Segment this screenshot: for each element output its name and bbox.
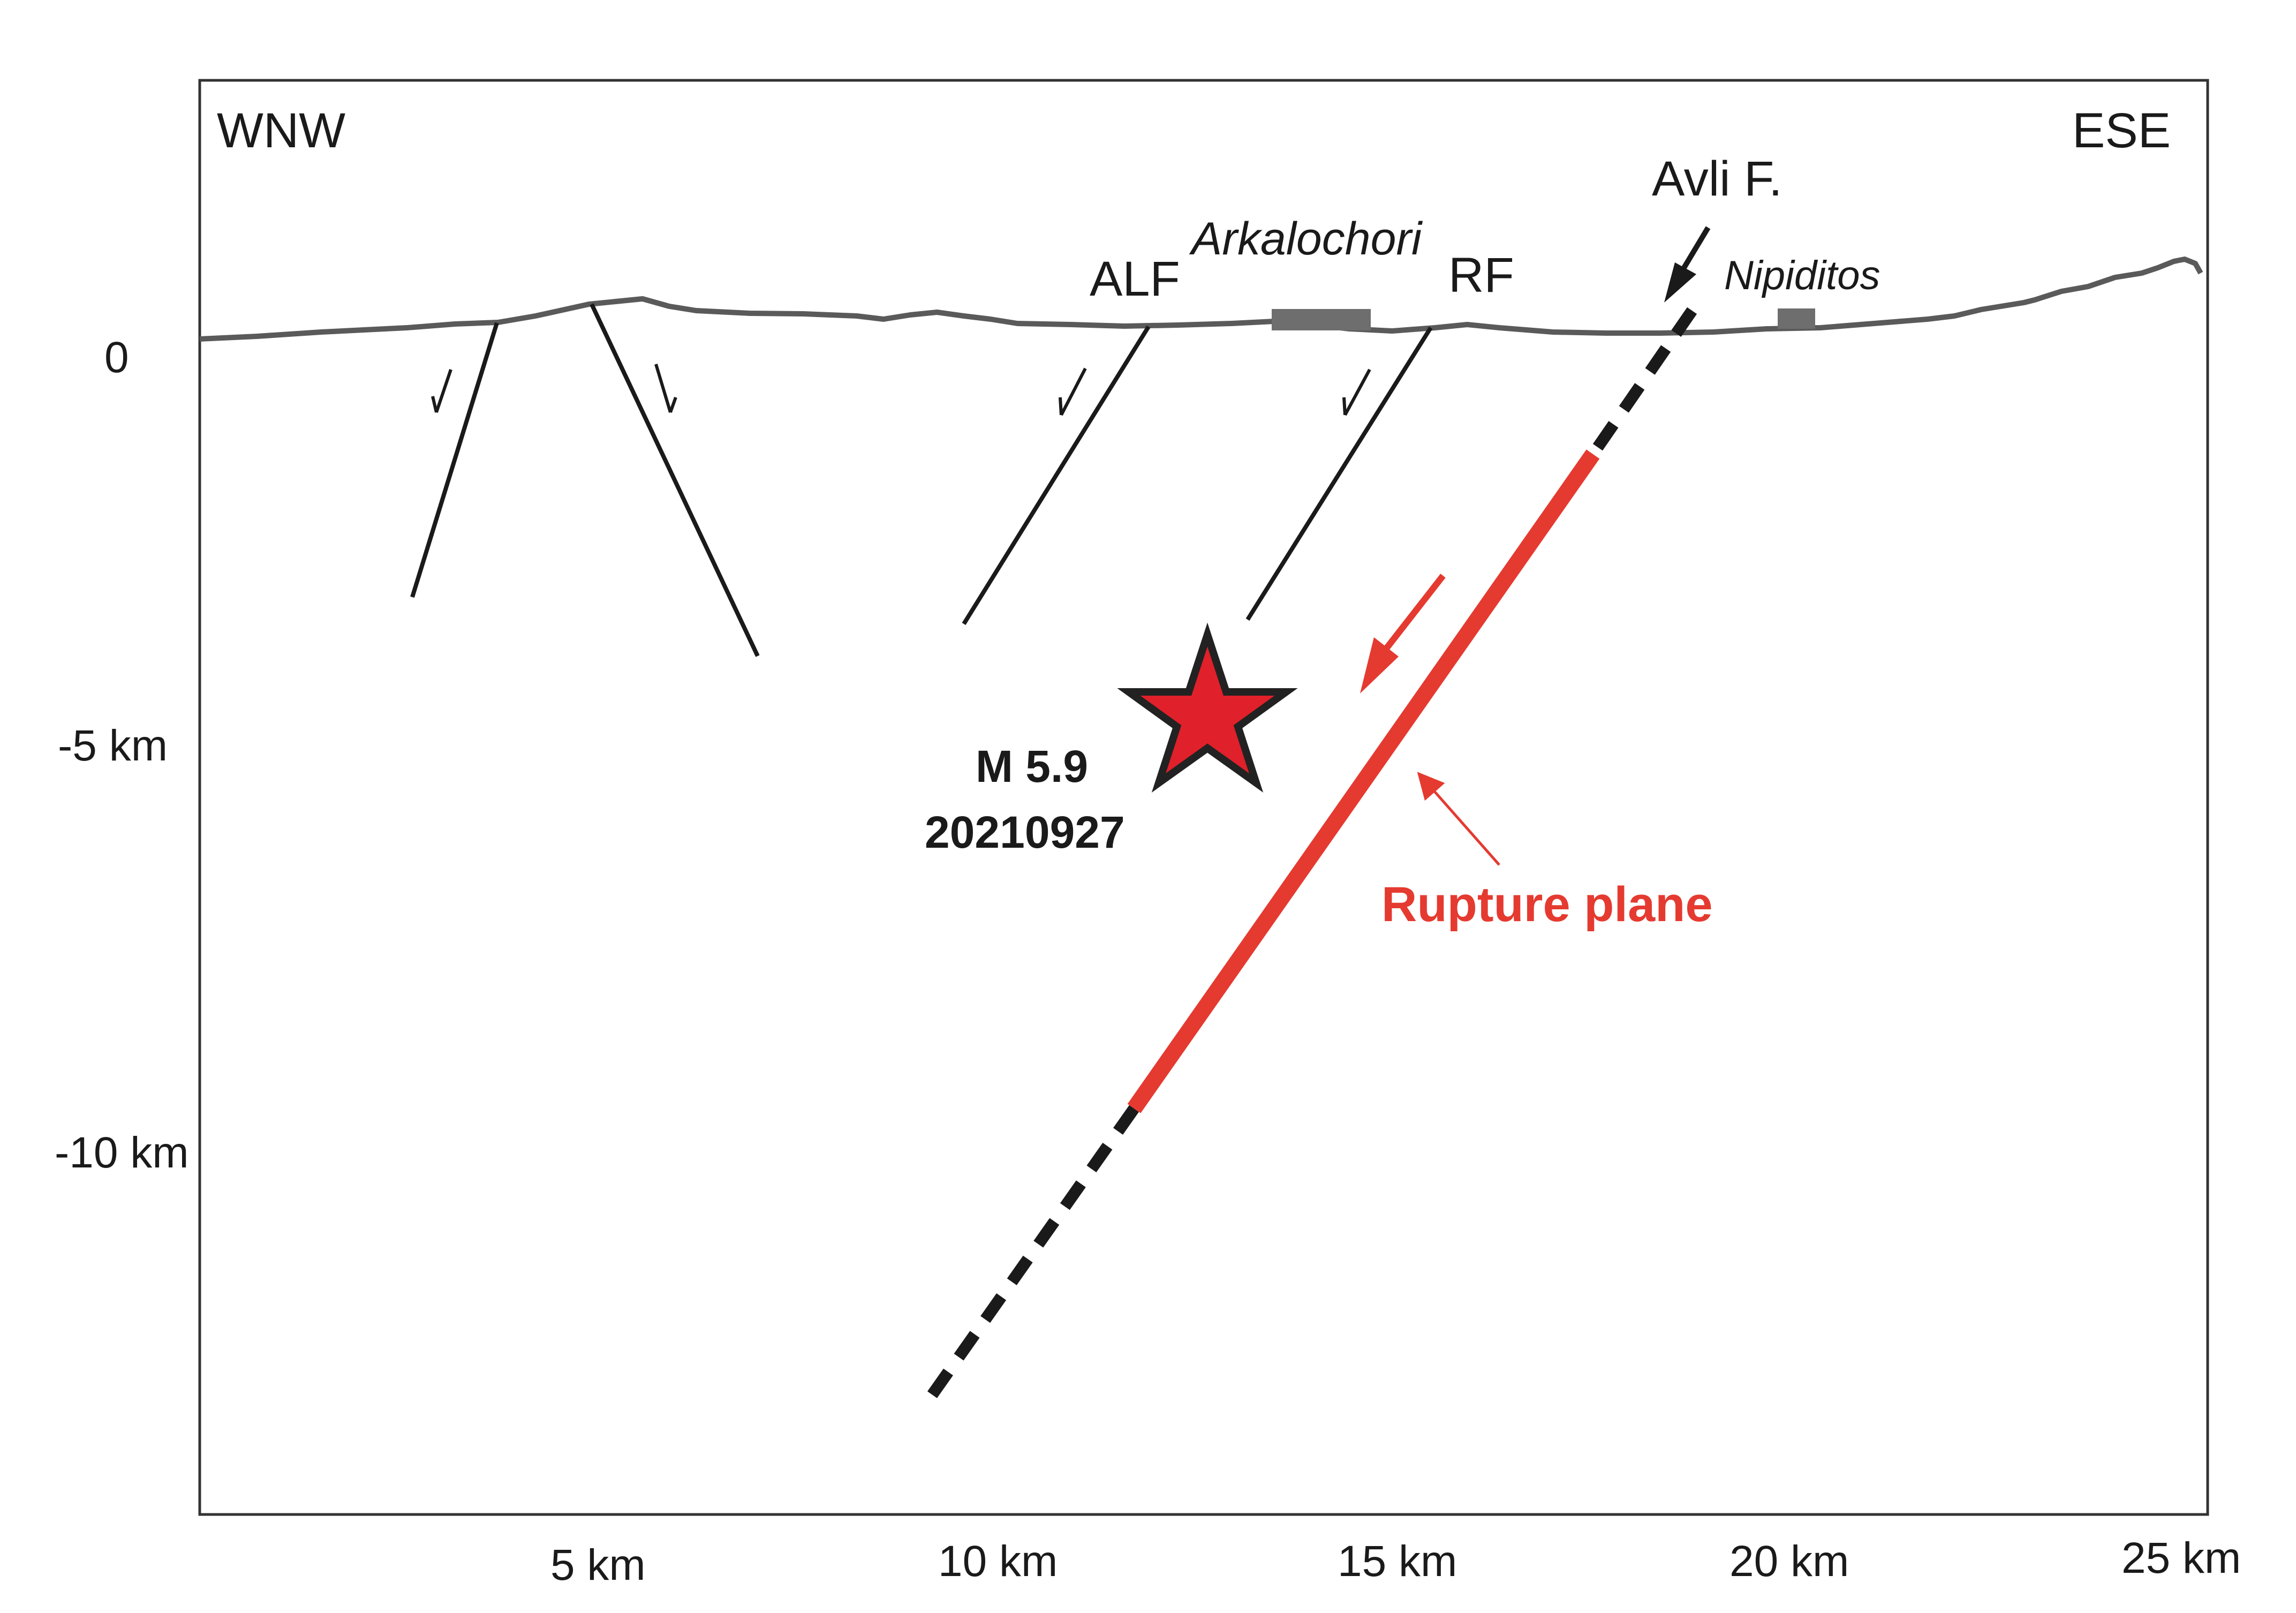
x-axis-label-10: 10 km	[938, 1537, 1058, 1586]
slip-arrow-rf	[1342, 368, 1371, 416]
avli-fault-surface-arrow	[1664, 226, 1711, 303]
fault-line-rf	[1245, 326, 1433, 621]
avli-fault-dashed-top	[1588, 307, 1697, 458]
x-axis-label-25: 25 km	[2121, 1534, 2241, 1582]
orientation-left-label: WNW	[217, 103, 345, 158]
fault-label-alf: ALF	[1090, 252, 1180, 306]
slip-arrow-fault-1	[431, 369, 452, 413]
earthquake-star-icon	[1117, 622, 1298, 793]
nipiditos-town-block	[1778, 308, 1815, 329]
plot-frame	[198, 79, 2209, 1516]
y-axis-label-0: 0	[104, 333, 129, 382]
avli-fault-dashed-bottom	[922, 1105, 1139, 1407]
y-axis-label-5: -5 km	[58, 721, 168, 770]
rupture-pointer-arrow	[1417, 772, 1500, 866]
arkalochori-town-block	[1272, 309, 1371, 330]
fault-line-1	[410, 322, 499, 598]
earthquake-date-label: 20210927	[925, 807, 1125, 857]
orientation-right-label: ESE	[2072, 103, 2171, 158]
topography-line	[199, 257, 2203, 342]
town-label-nipiditos: Nipiditos	[1724, 253, 1880, 298]
x-axis-label-20: 20 km	[1729, 1537, 1849, 1586]
slip-arrow-alf	[1059, 367, 1087, 416]
rupture-slip-arrow	[1360, 574, 1446, 694]
fault-label-avli: Avli F.	[1652, 152, 1783, 206]
fault-label-rf: RF	[1448, 248, 1514, 303]
earthquake-magnitude-label: M 5.9	[976, 741, 1088, 792]
rupture-plane-label: Rupture plane	[1381, 877, 1712, 932]
x-axis-label-5: 5 km	[550, 1541, 646, 1589]
fault-line-alf	[962, 325, 1151, 625]
rupture-plane-line	[1127, 449, 1600, 1113]
x-axis-label-15: 15 km	[1338, 1537, 1457, 1586]
y-axis-label-10: -10 km	[55, 1128, 189, 1177]
fault-line-2	[590, 303, 760, 657]
town-label-arkalochori: Arkalochori	[1189, 213, 1423, 265]
slip-arrow-fault-2	[654, 364, 677, 413]
